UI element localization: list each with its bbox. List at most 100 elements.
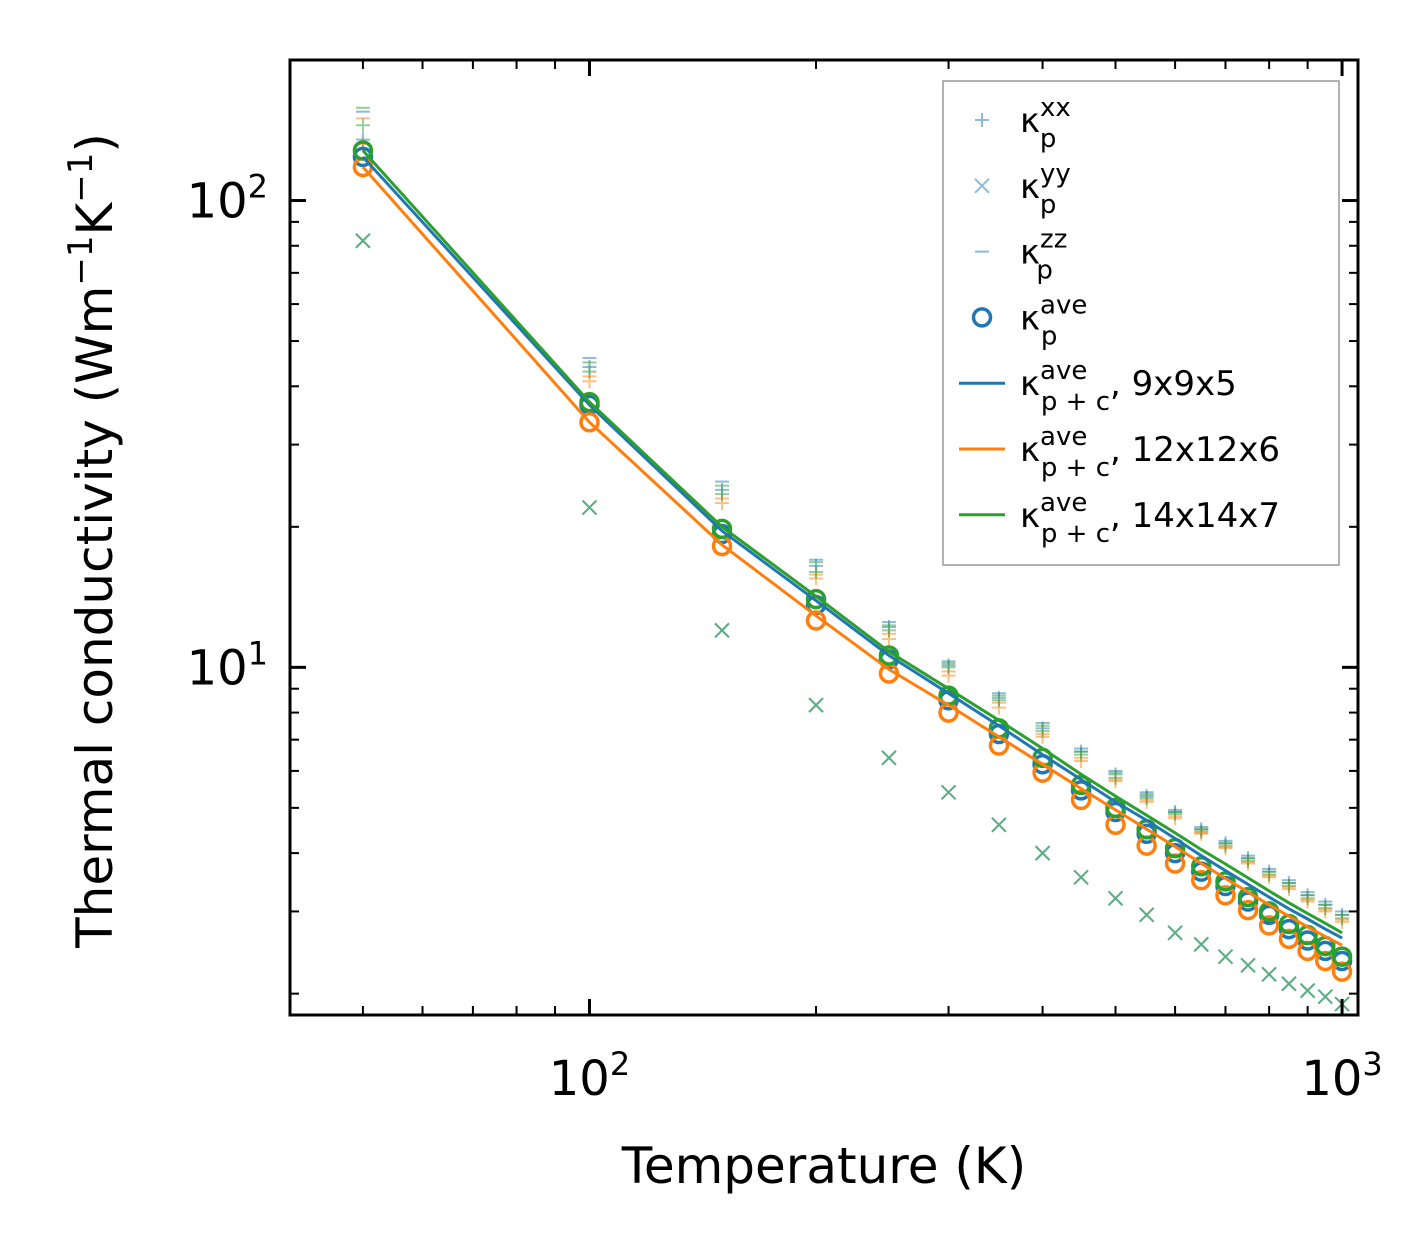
data-point	[1193, 936, 1209, 953]
legend-item: κxx p	[975, 93, 1071, 154]
cross-mark	[881, 750, 897, 766]
data-point	[991, 817, 1007, 833]
cross-mark	[355, 233, 371, 249]
legend-label-part: ave	[1040, 422, 1087, 452]
legend-label: κave p + c, 12x12x6	[1020, 422, 1280, 483]
x-axis-label: Temperature (K)	[621, 1137, 1026, 1195]
legend-label-part: yy	[1040, 159, 1071, 189]
plus-mark	[809, 565, 824, 580]
cross-mark	[940, 784, 957, 800]
data-point	[1215, 884, 1236, 906]
circle-mark	[711, 518, 733, 540]
data-point	[1167, 925, 1183, 941]
series-line	[361, 149, 1343, 935]
series-kp-zz-14x14x7	[355, 106, 1350, 916]
data-point	[1073, 869, 1089, 886]
circle-mark	[805, 588, 827, 610]
data-point	[1217, 948, 1234, 965]
tick-exponent: 2	[610, 1045, 630, 1083]
plus-mark	[1335, 911, 1350, 926]
data-point	[940, 784, 957, 800]
circle-mark	[1215, 884, 1236, 906]
legend-label: κave p + c, 9x9x5	[1020, 356, 1237, 417]
data-point	[581, 499, 598, 516]
legend-label: κave p	[1020, 290, 1087, 351]
legend-box	[942, 80, 1340, 566]
legend-label-part: κ	[1020, 496, 1040, 536]
tick-base: 10	[549, 1051, 610, 1107]
data-point	[711, 518, 733, 540]
tick-exponent: 1	[248, 634, 268, 672]
legend-marker	[975, 113, 989, 127]
data-point	[1317, 988, 1333, 1005]
circle-mark	[1136, 835, 1157, 856]
series-kp-zz-9x9x5	[355, 110, 1350, 913]
data-point	[1070, 789, 1092, 811]
cross-mark	[1034, 845, 1051, 861]
plus-mark	[975, 113, 989, 127]
circle-mark	[1278, 928, 1300, 950]
cross-mark	[1138, 907, 1155, 923]
legend-label-part: xx	[1040, 93, 1071, 123]
plot-frame	[288, 58, 1360, 1017]
legend-label-part: ave	[1040, 488, 1087, 518]
data-layer	[352, 106, 1353, 1012]
legend-label: κyy p	[1020, 159, 1071, 220]
data-point	[1261, 966, 1277, 983]
cross-mark	[1167, 925, 1183, 941]
data-point	[1034, 845, 1051, 861]
data-point	[579, 411, 600, 433]
legend-label-part: κ	[1020, 233, 1040, 273]
cross-mark	[714, 622, 730, 639]
data-point	[881, 750, 897, 766]
x-tick-label: 102	[549, 1045, 630, 1107]
circle-mark	[1237, 899, 1259, 921]
legend-label-part: κ	[1020, 167, 1040, 207]
legend-marker	[974, 178, 990, 194]
data-point	[352, 146, 374, 168]
legend-item: κave p + c, 9x9x5	[959, 356, 1237, 417]
data-point	[808, 697, 824, 713]
y-axis-label: Thermal conductivity (Wm−1K−1)	[61, 133, 124, 949]
y-tick-label: 102	[187, 168, 268, 230]
circle-mark	[1331, 946, 1353, 967]
data-point	[1300, 891, 1315, 906]
tick-base: 10	[187, 174, 248, 230]
tick-exponent: 3	[1362, 1045, 1382, 1083]
tick-base: 10	[1301, 1051, 1362, 1107]
y-label-part: Thermal conductivity (Wm	[66, 286, 124, 949]
cross-mark	[1281, 976, 1297, 992]
tick-exponent: 2	[248, 168, 268, 206]
circle-mark	[971, 307, 993, 328]
cross-mark	[1107, 890, 1124, 907]
data-point	[1136, 835, 1157, 856]
data-point	[1191, 855, 1212, 877]
circle-mark	[352, 146, 374, 168]
y-label-part: )	[66, 133, 124, 153]
plus-mark	[1074, 747, 1089, 762]
data-point	[1191, 869, 1212, 891]
cross-mark	[1193, 936, 1209, 953]
plus-mark	[355, 118, 370, 133]
series-kp-c-ave-12x12x6	[361, 166, 1343, 947]
circle-mark	[1215, 871, 1236, 892]
legend-item: κzz p	[975, 225, 1067, 286]
data-point	[1215, 871, 1236, 892]
tick-base: 10	[187, 640, 248, 696]
cross-mark	[1217, 948, 1234, 965]
data-point	[1138, 907, 1155, 923]
cross-mark	[1317, 988, 1333, 1005]
legend-label-part: p	[1036, 256, 1053, 286]
legend-label-part: κ	[1020, 364, 1040, 404]
cross-mark	[974, 178, 990, 194]
data-point	[714, 622, 730, 639]
legend-label-part: κ	[1020, 298, 1040, 338]
legend-item: κave p	[971, 290, 1087, 351]
y-label-part: −1	[61, 153, 101, 203]
legend-label-part: , 9x9x5	[1110, 364, 1237, 404]
data-point	[1281, 879, 1296, 894]
circle-mark	[1258, 915, 1280, 936]
data-point	[1240, 957, 1256, 974]
